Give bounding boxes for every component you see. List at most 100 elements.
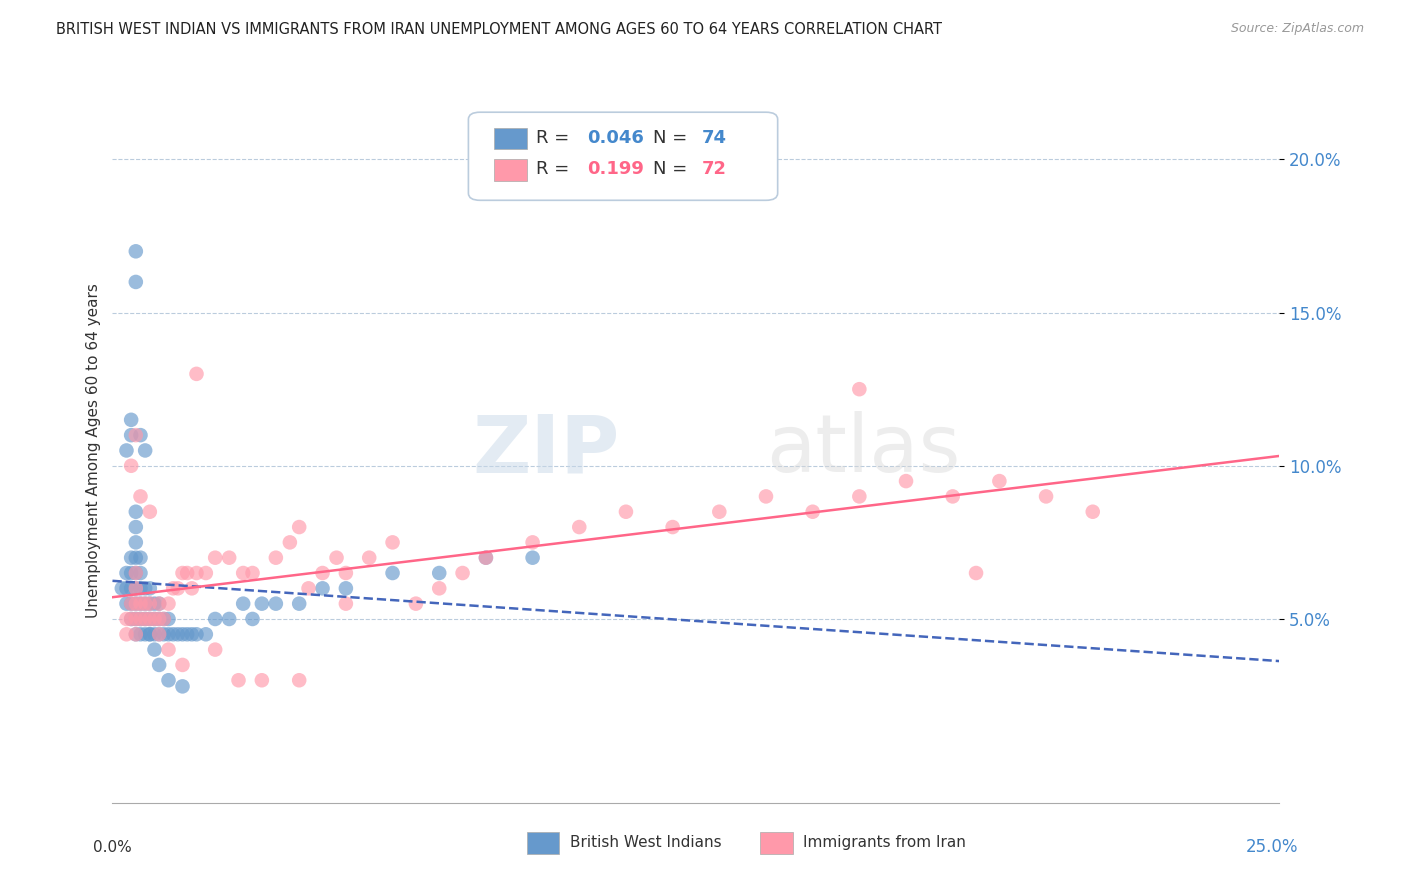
Point [176,566,198,580]
Point [157,627,180,641]
Point [148,597,170,611]
Point [264,597,287,611]
Point [475,550,498,565]
Point [148,612,170,626]
Point [172,657,194,672]
Point [120,428,142,442]
Point [148,627,170,641]
Point [157,642,180,657]
Point [661,520,683,534]
Point [894,474,917,488]
Point [120,550,142,565]
Point [134,612,156,626]
Point [153,612,176,626]
Point [143,597,166,611]
Point [801,505,824,519]
Point [129,566,152,580]
Point [162,627,184,641]
Text: Immigrants from Iran: Immigrants from Iran [803,835,966,850]
Point [111,582,134,596]
Point [153,612,176,626]
Point [325,550,347,565]
Point [120,566,142,580]
Point [134,582,156,596]
Text: 74: 74 [702,128,727,146]
Point [115,597,138,611]
Point [568,520,591,534]
Point [125,566,148,580]
Text: 25.0%: 25.0% [1246,838,1299,855]
Point [166,627,188,641]
Point [139,597,162,611]
Point [125,244,148,259]
Text: N =: N = [652,128,693,146]
Point [186,566,208,580]
Point [125,597,148,611]
Point [848,490,870,504]
Point [129,612,152,626]
Point [204,642,226,657]
Point [335,566,357,580]
Point [125,582,148,596]
Point [125,428,148,442]
Point [180,627,202,641]
Point [218,612,240,626]
Point [125,535,148,549]
Point [157,612,180,626]
Point [335,597,357,611]
Point [335,582,357,596]
Point [232,566,254,580]
Point [129,490,152,504]
Point [125,597,148,611]
Point [381,566,404,580]
Point [125,520,148,534]
Point [120,582,142,596]
Text: R =: R = [536,128,575,146]
Text: 0.199: 0.199 [588,161,644,178]
Point [475,550,498,565]
Text: 72: 72 [702,161,727,178]
Point [125,612,148,626]
Point [129,582,152,596]
Point [115,627,138,641]
Point [232,597,254,611]
Point [264,550,287,565]
Text: Source: ZipAtlas.com: Source: ZipAtlas.com [1230,22,1364,36]
Point [139,505,162,519]
Point [709,505,731,519]
Point [522,550,544,565]
Point [311,566,333,580]
Point [755,490,778,504]
Point [139,582,162,596]
Point [134,443,156,458]
Point [204,550,226,565]
Point [288,597,311,611]
Point [148,627,170,641]
Point [148,657,170,672]
Point [194,627,217,641]
Point [405,597,427,611]
Point [125,627,148,641]
Point [157,597,180,611]
Point [129,597,152,611]
Text: ZIP: ZIP [472,411,620,490]
Point [186,627,208,641]
FancyBboxPatch shape [468,112,778,201]
Point [153,627,176,641]
Point [129,627,152,641]
Point [427,566,450,580]
Point [1035,490,1057,504]
Point [180,582,202,596]
Point [143,612,166,626]
Point [129,612,152,626]
Point [278,535,301,549]
Text: 0.0%: 0.0% [93,840,132,855]
Point [218,550,240,565]
Point [172,679,194,693]
Point [381,535,404,549]
Point [129,550,152,565]
Point [125,582,148,596]
Point [120,612,142,626]
Point [166,582,188,596]
Point [427,582,450,596]
